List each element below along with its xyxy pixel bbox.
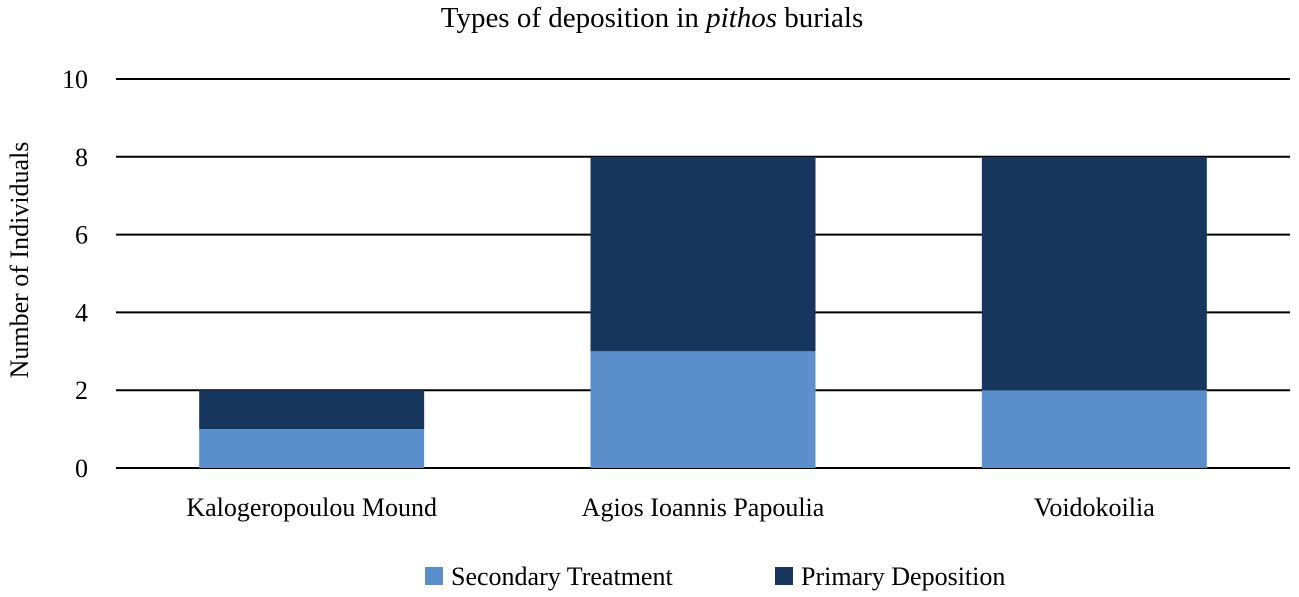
- legend-swatch-secondary-treatment: [425, 567, 443, 585]
- y-tick-label: 2: [75, 376, 88, 405]
- bar-primary-deposition-2: [590, 156, 816, 352]
- chart-title-suffix: burials: [777, 2, 863, 34]
- legend-label: Secondary Treatment: [451, 562, 673, 591]
- bar-secondary-treatment-2: [590, 351, 816, 468]
- y-tick-label: 8: [75, 143, 88, 172]
- legend: Secondary Treatment Primary Deposition: [425, 562, 1005, 591]
- bar-primary-deposition-3: [981, 156, 1207, 391]
- bar-secondary-treatment-1: [199, 429, 425, 468]
- x-tick-label: Agios Ioannis Papoulia: [582, 493, 825, 522]
- bar-primary-deposition-1: [199, 390, 425, 430]
- x-tick-label: Kalogeropoulou Mound: [186, 493, 437, 522]
- legend-label: Primary Deposition: [801, 562, 1005, 591]
- bars: [199, 156, 1207, 468]
- legend-swatch-primary-deposition: [775, 567, 793, 585]
- bar-secondary-treatment-3: [981, 390, 1207, 468]
- y-tick-label: 0: [75, 454, 88, 483]
- chart-title-emphasis: pithos: [704, 2, 777, 34]
- y-tick-label: 10: [62, 65, 88, 94]
- y-axis-title: Number of Individuals: [5, 142, 34, 379]
- x-axis-ticks: Kalogeropoulou Mound Agios Ioannis Papoul…: [186, 493, 1155, 522]
- y-tick-label: 4: [75, 298, 88, 327]
- chart-title: Types of deposition in pithos burials: [441, 2, 863, 34]
- chart-title-prefix: Types of deposition in: [441, 2, 706, 34]
- y-tick-label: 6: [75, 221, 88, 250]
- y-axis-ticks: 0 2 4 6 8 10: [62, 65, 88, 483]
- x-tick-label: Voidokoilia: [1034, 493, 1155, 522]
